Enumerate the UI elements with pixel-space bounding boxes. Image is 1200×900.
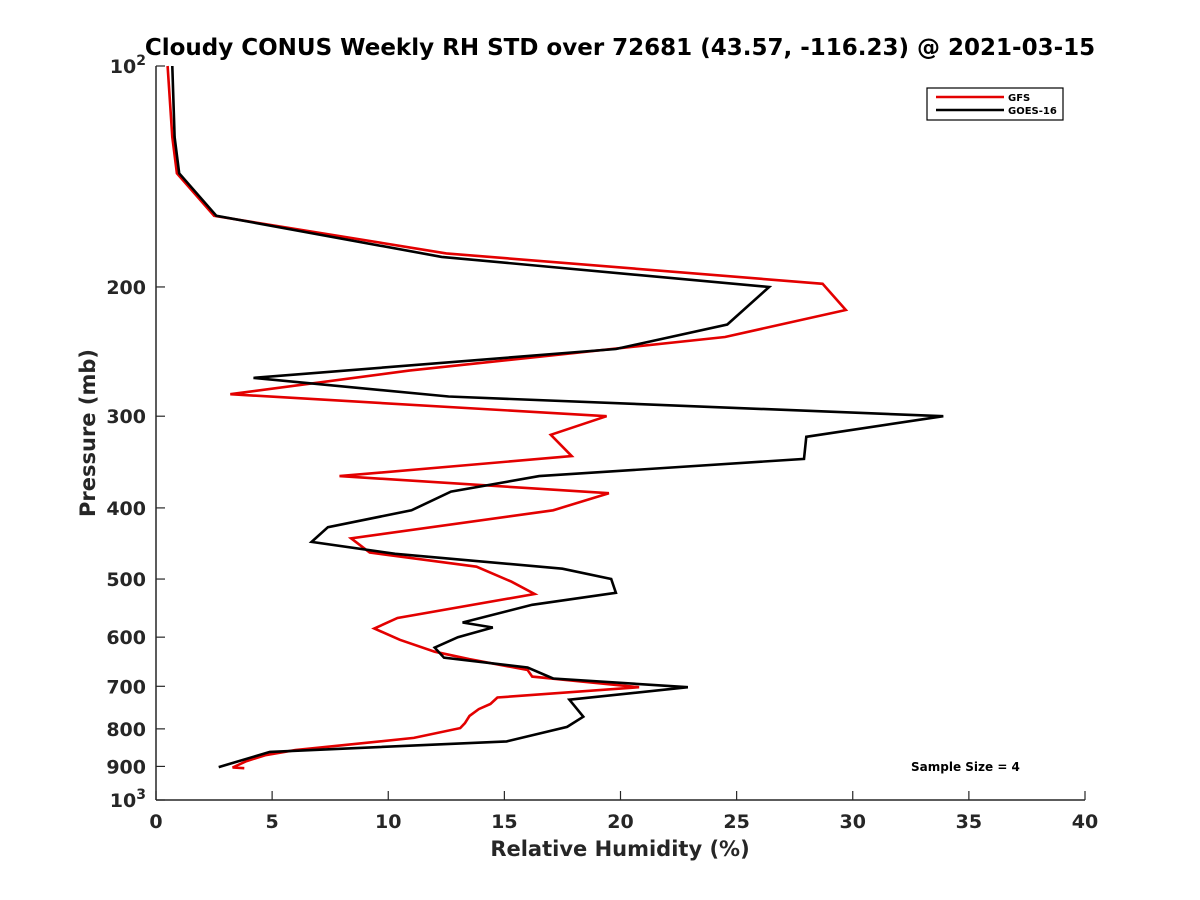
y-tick-label: 300 — [106, 406, 146, 428]
series-line-gfs — [166, 65, 849, 770]
series-line-goes16 — [171, 65, 944, 769]
legend-label-gfs: GFS — [1008, 93, 1030, 104]
x-tick-label: 40 — [1072, 811, 1098, 833]
x-ticks: 0 5 10 15 20 25 30 35 40 — [149, 791, 1098, 833]
chart-title: Cloudy CONUS Weekly RH STD over 72681 (4… — [145, 35, 1095, 61]
x-tick-label: 20 — [607, 811, 633, 833]
x-tick-label: 25 — [723, 811, 749, 833]
y-decade-tick-label: 102 — [110, 53, 146, 78]
plot-lines — [166, 65, 944, 770]
x-axis-label: Relative Humidity (%) — [490, 837, 749, 861]
x-tick-label: 5 — [266, 811, 279, 833]
y-tick-label: 200 — [106, 277, 146, 299]
y-tick-label: 800 — [106, 719, 146, 741]
x-tick-label: 35 — [956, 811, 982, 833]
legend: GFS GOES-16 — [926, 87, 1064, 121]
y-ticks: 200 300 400 500 600 700 800 900 102 103 — [106, 53, 165, 812]
legend-box — [926, 87, 1064, 121]
y-decade-tick-label: 103 — [110, 787, 146, 812]
x-tick-label: 0 — [149, 811, 162, 833]
y-tick-label: 600 — [106, 627, 146, 649]
y-tick-label: 500 — [106, 569, 146, 591]
y-tick-label: 700 — [106, 676, 146, 698]
y-tick-label: 400 — [106, 498, 146, 520]
x-tick-label: 30 — [840, 811, 866, 833]
x-tick-label: 15 — [491, 811, 517, 833]
y-tick-label: 900 — [106, 756, 146, 778]
x-tick-label: 10 — [375, 811, 401, 833]
y-axis-label: Pressure (mb) — [76, 349, 100, 517]
sample-size-annotation: Sample Size = 4 — [911, 760, 1020, 774]
legend-label-goes16: GOES-16 — [1008, 106, 1057, 117]
